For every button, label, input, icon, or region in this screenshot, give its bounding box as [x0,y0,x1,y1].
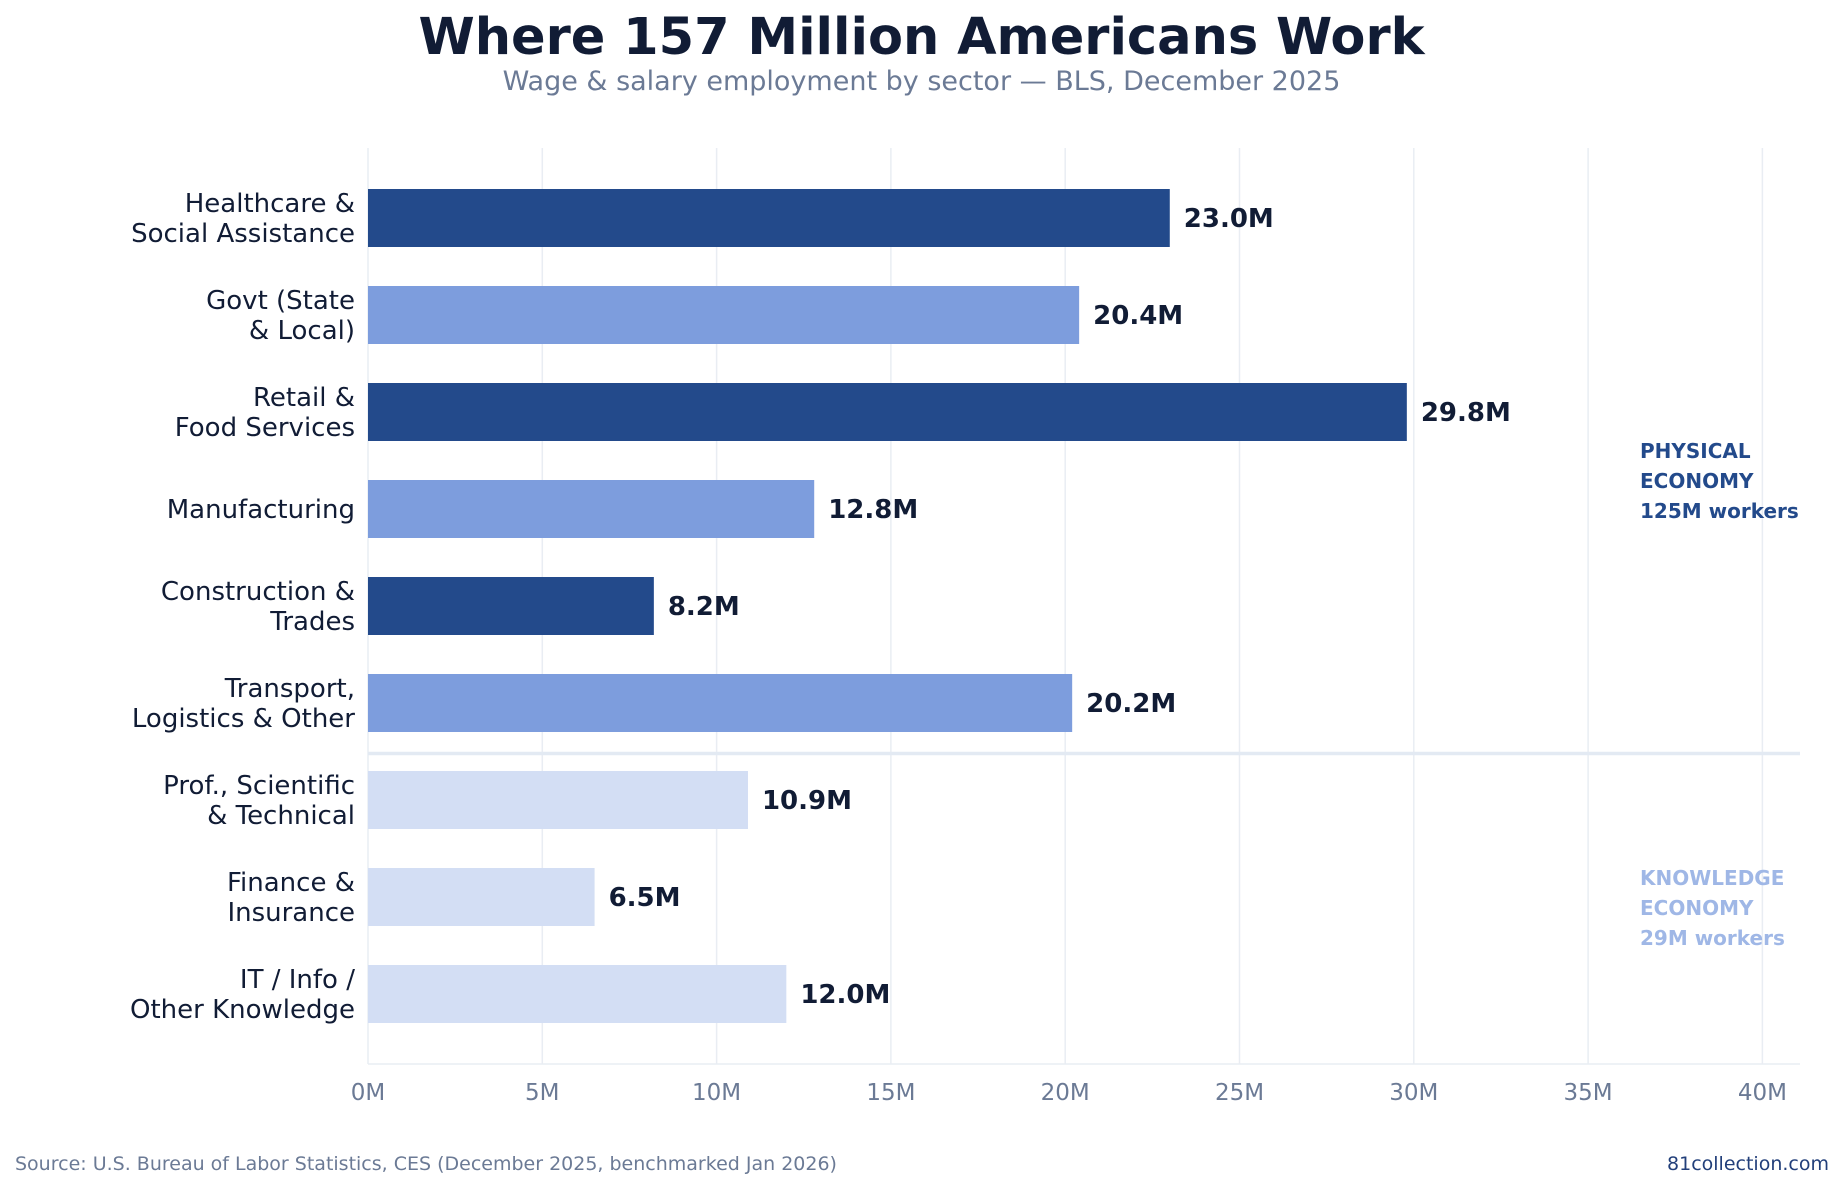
category-label: Social Assistance [131,219,355,249]
group-annotation: 29M workers [1640,926,1785,950]
category-label: Govt (State [206,286,355,316]
bar-value-label: 12.8M [828,495,918,525]
bar [368,771,748,829]
chart-title: Where 157 Million Americans Work [418,8,1425,67]
group-annotation: 125M workers [1640,499,1799,523]
x-tick-label: 5M [525,1080,559,1106]
x-tick-label: 10M [692,1080,741,1106]
bar [368,286,1080,344]
category-label: Food Services [175,413,355,443]
x-tick-label: 0M [351,1080,385,1106]
source-note: Source: U.S. Bureau of Labor Statistics,… [15,1153,837,1175]
category-label: Finance & [227,868,355,898]
category-label: Retail & [253,383,355,413]
bar [368,868,595,926]
bar-value-label: 20.2M [1086,689,1176,719]
category-label: IT / Info / [240,965,355,995]
category-label: & Local) [249,316,355,346]
bar-value-label: 23.0M [1184,204,1274,234]
category-label: Transport, [224,674,355,704]
bar [368,965,787,1023]
bar [368,383,1407,441]
group-annotation: KNOWLEDGE [1640,866,1784,890]
brand-credit: 81collection.com [1667,1153,1829,1175]
group-annotation: ECONOMY [1640,896,1754,920]
bar [368,480,815,538]
x-tick-label: 30M [1389,1080,1438,1106]
category-label: Insurance [227,898,355,928]
category-label: Manufacturing [167,495,355,525]
bar-value-label: 10.9M [762,786,852,816]
bar [368,674,1073,732]
bar-value-label: 29.8M [1421,398,1511,428]
x-tick-label: 15M [866,1080,915,1106]
category-label: Other Knowledge [130,995,355,1025]
x-tick-label: 25M [1215,1080,1264,1106]
group-annotation: PHYSICAL [1640,439,1751,463]
category-label: & Technical [207,801,355,831]
chart-subtitle: Wage & salary employment by sector — BLS… [502,66,1341,97]
x-tick-label: 20M [1041,1080,1090,1106]
x-tick-label: 35M [1564,1080,1613,1106]
bar [368,189,1170,247]
category-label: Trades [269,607,355,637]
bar [368,577,654,635]
bar-value-label: 8.2M [668,592,740,622]
category-label: Prof., Scientific [163,771,355,801]
category-label: Logistics & Other [132,704,355,734]
x-tick-label: 40M [1738,1080,1787,1106]
group-annotation: ECONOMY [1640,469,1754,493]
category-label: Healthcare & [185,189,355,219]
bar-value-label: 6.5M [609,883,681,913]
category-label: Construction & [161,577,355,607]
bar-value-label: 20.4M [1093,301,1183,331]
bar-value-label: 12.0M [800,980,890,1010]
